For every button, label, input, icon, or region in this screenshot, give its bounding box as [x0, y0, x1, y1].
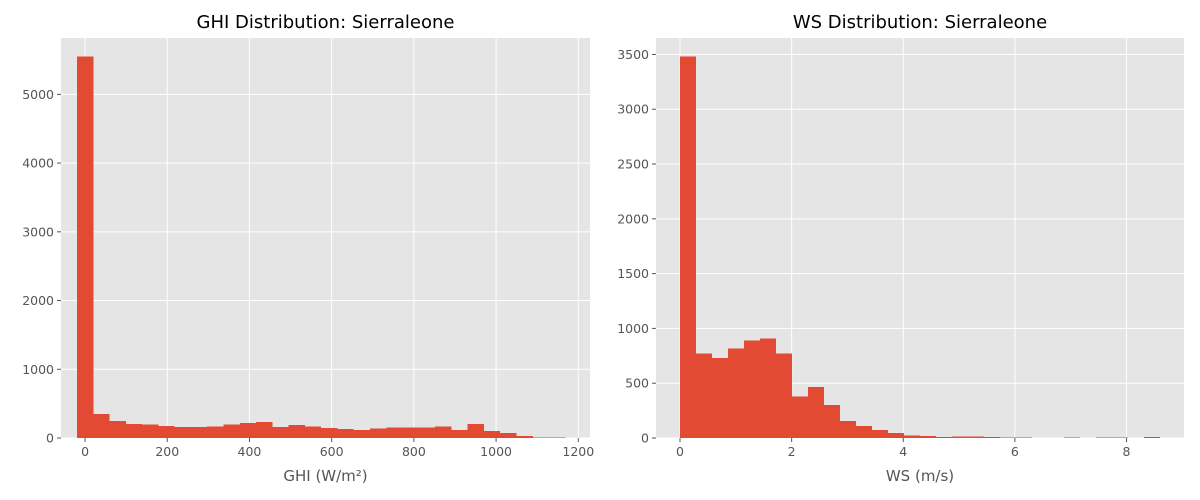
ghi-x-tick-label: 600: [320, 444, 344, 459]
ghi-histogram-bar: [500, 432, 517, 438]
ws-y-tick-label: 2000: [617, 211, 649, 226]
ws-histogram-bar: [696, 353, 712, 438]
ghi-histogram-bar: [272, 427, 289, 438]
ghi-y-tick-label: 1000: [22, 362, 54, 377]
ws-y-tick-label: 1500: [617, 266, 649, 281]
ghi-histogram-bar: [467, 423, 484, 438]
ghi-histogram-bar: [483, 431, 501, 438]
ws-histogram-bar: [1095, 437, 1112, 438]
ghi-x-tick-label: 800: [402, 444, 426, 459]
ghi-x-tick-label: 400: [238, 444, 262, 459]
ws-x-tick-label: 2: [788, 444, 796, 459]
ws-x-axis-label: WS (m/s): [886, 467, 954, 485]
ws-x-tick-label: 0: [676, 444, 684, 459]
ws-y-tick-label: 3000: [617, 102, 649, 117]
ghi-histogram-bar: [239, 423, 257, 438]
ghi-histogram-bar: [516, 435, 533, 438]
ghi-histogram-bar: [174, 427, 191, 438]
ws-histogram-bar: [744, 340, 760, 438]
ghi-x-axis-label: GHI (W/m²): [283, 467, 367, 485]
ws-histogram-bar: [872, 429, 889, 438]
ws-x-tick-label: 6: [1011, 444, 1019, 459]
ghi-histogram-bar: [158, 425, 175, 438]
ws-chart-title: WS Distribution: Sierraleone: [793, 12, 1047, 33]
ghi-histogram-bar: [532, 437, 550, 438]
ws-histogram-bar: [951, 436, 968, 438]
ws-histogram-panel: 0 2 4 6 8 0 500 1000 1500 2000 2500 3000 3500 WS Dis…: [617, 12, 1184, 485]
ghi-histogram-bar: [418, 427, 436, 438]
ghi-histogram-bar: [337, 429, 354, 438]
ws-histogram-bar: [792, 396, 808, 438]
ghi-histogram-bar: [353, 429, 371, 438]
ws-y-tick-label: 500: [625, 376, 649, 391]
ghi-histogram-bar: [370, 428, 387, 438]
ghi-y-tick-label: 3000: [22, 224, 54, 239]
ws-histogram-bar: [1064, 437, 1081, 438]
ws-y-tick-label: 2500: [617, 157, 649, 172]
ghi-y-tick-label: 2000: [22, 293, 54, 308]
ws-y-tick-label: 3500: [617, 47, 649, 62]
ghi-histogram-bar: [402, 427, 419, 438]
ghi-histogram-bar: [125, 423, 143, 438]
ghi-y-tick-label: 4000: [22, 156, 54, 171]
ws-histogram-bar: [759, 338, 776, 438]
ghi-chart-title: GHI Distribution: Sierraleone: [197, 12, 455, 33]
ghi-x-tick-label: 200: [155, 444, 179, 459]
ws-y-tick-label: 1000: [617, 321, 649, 336]
ghi-y-tick-label: 5000: [22, 87, 54, 102]
ghi-histogram-bar: [321, 428, 338, 438]
ws-histogram-bar: [1016, 437, 1033, 438]
ws-histogram-bar: [968, 436, 985, 438]
ws-histogram-bar: [680, 56, 697, 439]
ws-histogram-bar: [807, 387, 824, 438]
ghi-histogram-bar: [304, 426, 322, 438]
ws-histogram-bar: [888, 433, 904, 438]
ws-x-tick-label: 8: [1123, 444, 1131, 459]
ghi-histogram-bar: [223, 424, 240, 438]
ws-histogram-bar: [840, 421, 856, 438]
ghi-x-tick-label: 1200: [562, 444, 594, 459]
ws-histogram-bar: [711, 358, 728, 438]
ws-histogram-bar: [728, 348, 745, 438]
ghi-histogram-panel: 0 200 400 600 800 1000 1200 0 1000 2000 3000 4000 50…: [22, 12, 594, 485]
ghi-plot-area: [61, 38, 590, 438]
ws-histogram-bar: [984, 436, 1000, 438]
ghi-histogram-bar: [190, 427, 208, 438]
ghi-histogram-bar: [288, 424, 305, 438]
ghi-histogram-bar: [207, 426, 224, 438]
ghi-x-tick-label: 0: [81, 444, 89, 459]
ws-histogram-bar: [824, 405, 841, 438]
ghi-histogram-bar: [435, 426, 452, 438]
ws-histogram-bar: [1143, 436, 1160, 438]
ghi-histogram-bar: [451, 429, 468, 438]
ws-y-tick-label: 0: [641, 431, 649, 446]
ws-histogram-bar: [999, 437, 1016, 438]
ghi-histogram-bar: [93, 413, 110, 438]
ghi-x-tick-label: 1000: [480, 444, 512, 459]
ghi-histogram-bar: [109, 420, 126, 438]
ghi-histogram-bar: [256, 421, 273, 438]
ws-histogram-bar: [855, 425, 872, 438]
ws-histogram-bar: [920, 435, 937, 438]
ws-histogram-bar: [1112, 437, 1129, 438]
ghi-histogram-bar: [386, 427, 403, 438]
ws-histogram-bar: [903, 435, 920, 438]
ws-histogram-bar: [776, 353, 793, 438]
ghi-histogram-bar: [77, 56, 94, 438]
ws-x-tick-label: 4: [899, 444, 907, 459]
ghi-y-tick-label: 0: [46, 431, 54, 446]
ghi-histogram-bar: [142, 424, 159, 438]
ws-histogram-bar: [936, 436, 952, 438]
